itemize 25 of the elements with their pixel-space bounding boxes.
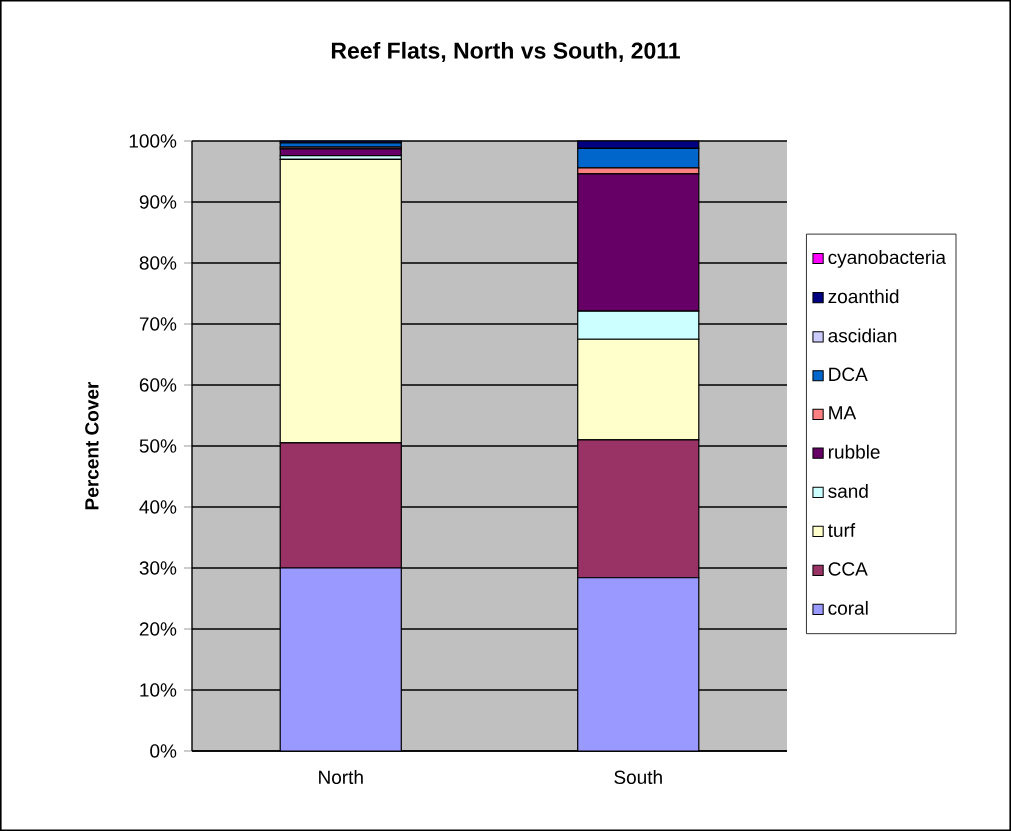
legend-label: coral [828, 600, 868, 615]
chart-title: Reef Flats, North vs South, 2011 [331, 41, 680, 63]
y-tick-label: 30% [139, 561, 177, 575]
y-axis-title: Percent Cover [85, 381, 99, 510]
legend-label: rubble [828, 444, 880, 459]
legend-label: ascidian [828, 328, 897, 343]
y-tick-label: 10% [140, 683, 177, 697]
y-tick-label: 40% [139, 500, 177, 514]
x-tick-label: North [319, 770, 363, 785]
y-tick-label: 100% [129, 134, 177, 148]
legend-label: DCA [829, 367, 868, 382]
legend-label: sand [828, 483, 868, 498]
legend-label: zoanthid [828, 289, 899, 304]
legend-label: cyanobacteria [828, 250, 946, 268]
y-tick-label: 80% [139, 256, 177, 270]
legend-label: turf [827, 523, 856, 538]
y-tick-label: 20% [139, 622, 177, 636]
legend-label: CCA [828, 562, 868, 576]
y-tick-label: 90% [139, 195, 177, 209]
y-tick-label: 70% [139, 317, 177, 331]
y-tick-label: 50% [139, 439, 177, 453]
legend-label: MA [829, 406, 857, 420]
y-tick-label: 60% [139, 378, 177, 392]
x-tick-label: South [614, 770, 662, 785]
y-tick-label: 0% [150, 744, 177, 758]
